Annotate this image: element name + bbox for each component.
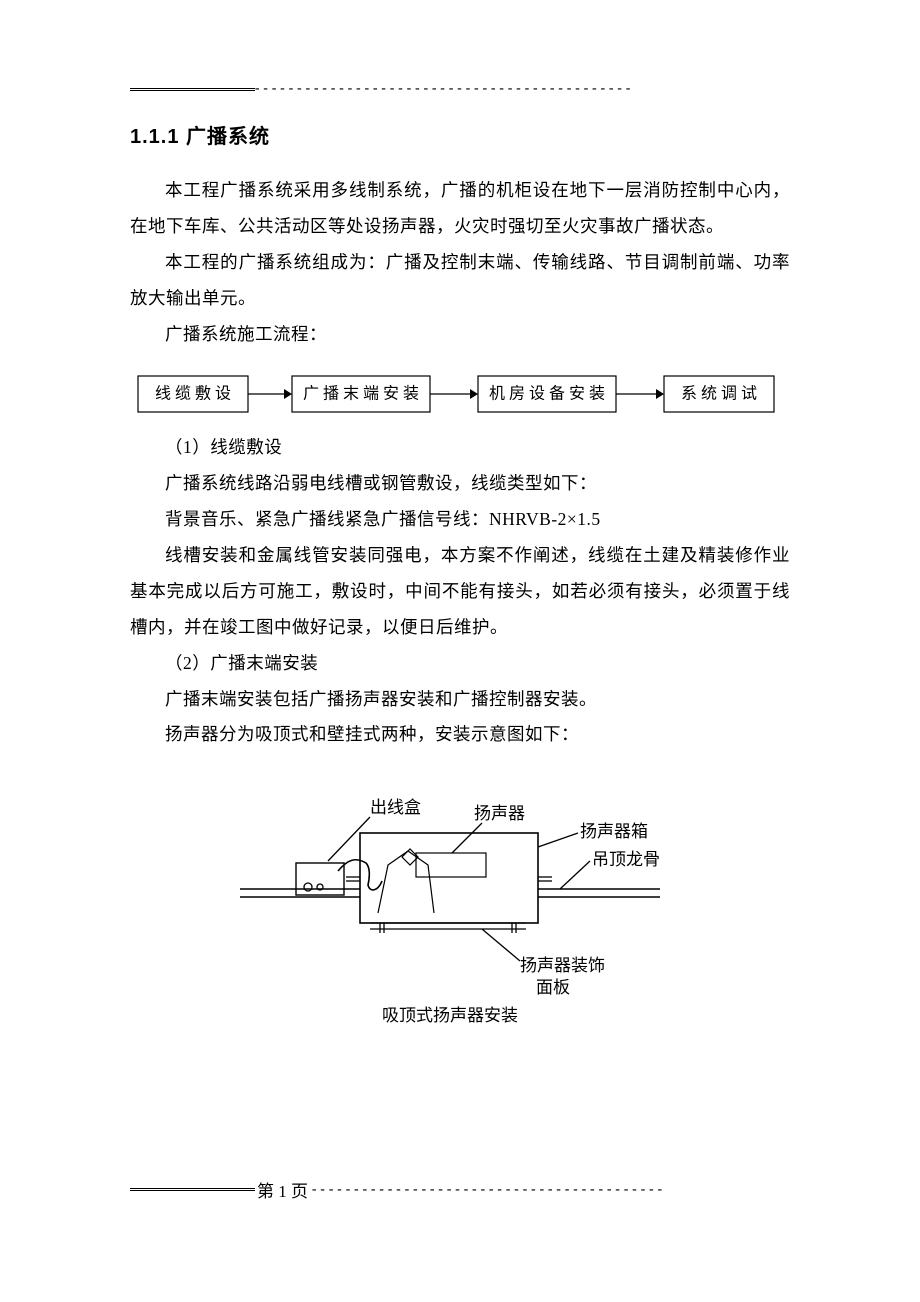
document-page: ----------------------------------------… [0, 0, 920, 1302]
speaker-diagram-svg: 出线盒 扬声器扬声器箱吊顶龙骨扬声器装饰面板吸顶式扬声器安装 [220, 781, 700, 1041]
flowchart: 线缆敷设 广播末端安装 机房设备安装 系统调试 [130, 370, 790, 418]
sub1-line2: 背景音乐、紧急广播线紧急广播信号线：NHRVB-2×1.5 [130, 502, 790, 538]
flow-arrowhead-1 [470, 389, 478, 399]
sub2-line1: 广播末端安装包括广播扬声器安装和广播控制器安装。 [130, 682, 790, 718]
header-dashes: ----------------------------------------… [253, 81, 632, 97]
footer-rule: 第 1 页-----------------------------------… [130, 1177, 790, 1202]
content-area: 1.1.1 广播系统 本工程广播系统采用多线制系统，广播的机柜设在地下一层消防控… [130, 120, 790, 1041]
paragraph-3: 广播系统施工流程： [130, 317, 790, 353]
sub2-title: （2）广播末端安装 [130, 646, 790, 682]
section-heading: 1.1.1 广播系统 [130, 120, 790, 149]
label-panel-1: 扬声器装饰 [520, 956, 605, 975]
speaker-diagram: 出线盒 扬声器扬声器箱吊顶龙骨扬声器装饰面板吸顶式扬声器安装 [130, 781, 790, 1041]
sub1-line3: 线槽安装和金属线管安装同强电，本方案不作阐述，线缆在土建及精装修作业基本完成以后… [130, 538, 790, 646]
header-double-line [130, 88, 255, 91]
footer-dashes: ----------------------------------------… [310, 1182, 664, 1198]
flow-label-3: 系统调试 [681, 385, 761, 403]
header-rule: ----------------------------------------… [130, 80, 790, 84]
label-speaker-box: 扬声器箱 [580, 822, 648, 841]
page-number: 第 1 页 [255, 1177, 310, 1202]
sub1-title: （1）线缆敷设 [130, 430, 790, 466]
diagram-caption: 吸顶式扬声器安装 [382, 1006, 518, 1025]
flow-label-1: 广播末端安装 [303, 385, 423, 403]
sub2-line2: 扬声器分为吸顶式和壁挂式两种，安装示意图如下： [130, 717, 790, 753]
paragraph-1: 本工程广播系统采用多线制系统，广播的机柜设在地下一层消防控制中心内，在地下车库、… [130, 173, 790, 245]
flowchart-svg: 线缆敷设 广播末端安装 机房设备安装 系统调试 [130, 370, 790, 418]
flow-arrowhead-0 [284, 389, 292, 399]
label-speaker: 扬声器 [474, 804, 525, 823]
label-ceiling-keel: 吊顶龙骨 [592, 850, 660, 869]
sub1-line1: 广播系统线路沿弱电线槽或钢管敷设，线缆类型如下： [130, 466, 790, 502]
footer-double-line [130, 1188, 255, 1191]
label-panel-2: 面板 [536, 978, 570, 997]
flow-arrowhead-2 [656, 389, 664, 399]
flow-label-2: 机房设备安装 [489, 385, 609, 403]
label-junction-box: 出线盒 [370, 798, 421, 817]
paragraph-2: 本工程的广播系统组成为：广播及控制末端、传输线路、节目调制前端、功率放大输出单元… [130, 245, 790, 317]
flow-label-0: 线缆敷设 [155, 384, 235, 403]
